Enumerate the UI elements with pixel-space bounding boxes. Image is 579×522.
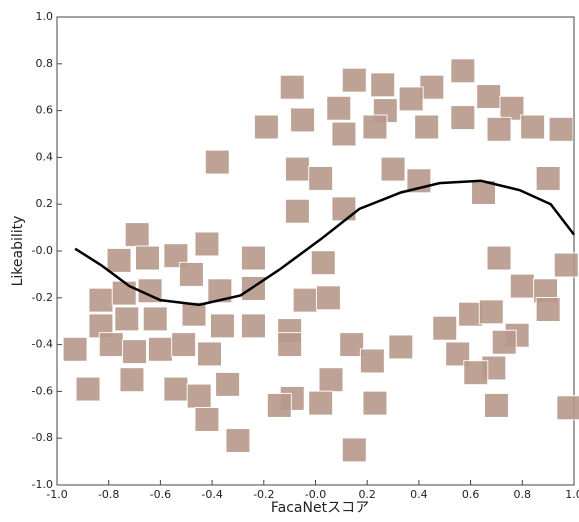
chart: FacaNetスコア Likeability 1.0 0.8 0.6 0.4 0.2 -0… <box>0 0 579 518</box>
x-tick-label: 0.2 <box>358 488 376 501</box>
face-marker <box>451 106 475 130</box>
face-marker <box>477 85 501 109</box>
face-marker <box>549 117 573 141</box>
face-marker <box>89 288 113 312</box>
y-tick-label: -0.2 <box>32 291 53 304</box>
face-marker <box>278 333 302 357</box>
face-marker <box>332 197 356 221</box>
face-marker <box>112 281 136 305</box>
face-marker <box>309 391 333 415</box>
y-tick-label: 1.0 <box>36 10 54 23</box>
face-marker <box>123 340 147 364</box>
face-marker <box>554 253 578 277</box>
face-marker <box>195 232 219 256</box>
face-marker <box>311 251 335 275</box>
face-marker <box>164 377 188 401</box>
face-marker <box>293 288 317 312</box>
face-marker <box>172 333 196 357</box>
face-marker <box>342 68 366 92</box>
face-marker <box>363 115 387 139</box>
face-marker <box>63 337 87 361</box>
face-marker <box>120 368 144 392</box>
face-marker <box>363 391 387 415</box>
x-tick-label: -0.2 <box>253 488 274 501</box>
y-tick-label: -0.6 <box>32 384 53 397</box>
x-tick-label: -0.6 <box>150 488 171 501</box>
face-marker <box>205 150 229 174</box>
face-marker <box>241 314 265 338</box>
face-marker <box>399 87 423 111</box>
face-marker <box>536 166 560 190</box>
face-marker <box>510 274 534 298</box>
face-marker <box>487 117 511 141</box>
face-marker <box>280 75 304 99</box>
x-tick-label: 1.0 <box>565 488 579 501</box>
y-axis-label: Likeability <box>10 216 26 287</box>
face-marker <box>319 368 343 392</box>
face-marker <box>187 384 211 408</box>
face-marker <box>332 122 356 146</box>
face-marker <box>327 96 351 120</box>
x-tick-label: -0.0 <box>305 488 326 501</box>
y-tick-label: 0.2 <box>36 197 54 210</box>
face-marker <box>143 307 167 331</box>
face-marker <box>226 429 250 453</box>
face-marker <box>216 372 240 396</box>
face-marker <box>285 199 309 223</box>
face-marker <box>76 377 100 401</box>
face-marker <box>285 157 309 181</box>
face-marker <box>267 393 291 417</box>
face-marker <box>309 166 333 190</box>
face-marker <box>360 349 384 373</box>
x-tick-label: 0.8 <box>514 488 532 501</box>
face-marker <box>107 248 131 272</box>
face-marker <box>254 115 278 139</box>
face-marker <box>451 59 475 83</box>
face-marker <box>179 262 203 286</box>
x-axis-label: FacaNetスコア <box>271 500 369 516</box>
face-marker <box>381 157 405 181</box>
face-marker <box>464 361 488 385</box>
face-marker <box>125 223 149 247</box>
face-marker <box>316 286 340 310</box>
face-marker <box>521 115 545 139</box>
face-marker <box>484 393 508 417</box>
face-marker <box>148 337 172 361</box>
face-marker <box>198 342 222 366</box>
y-tick-label: -0.0 <box>32 244 53 257</box>
y-tick-label: 0.4 <box>36 150 54 163</box>
x-tick-label: -1.0 <box>46 488 67 501</box>
face-marker <box>557 396 579 420</box>
face-marker <box>195 407 219 431</box>
y-tick-label: 0.8 <box>36 57 54 70</box>
face-marker <box>389 335 413 359</box>
face-marker <box>135 246 159 270</box>
face-marker <box>241 246 265 270</box>
face-marker <box>487 246 511 270</box>
x-tick-label: -0.4 <box>201 488 222 501</box>
y-tick-label: -0.8 <box>32 431 53 444</box>
x-tick-label: 0.6 <box>462 488 480 501</box>
x-tick-label: 0.4 <box>410 488 428 501</box>
face-marker <box>536 298 560 322</box>
face-marker <box>371 73 395 97</box>
face-marker <box>492 330 516 354</box>
x-tick-label: -0.8 <box>98 488 119 501</box>
face-marker <box>342 438 366 462</box>
y-tick-label: 0.6 <box>36 104 54 117</box>
face-marker <box>291 108 315 132</box>
face-marker <box>415 115 439 139</box>
face-marker <box>433 316 457 340</box>
face-marker <box>115 307 139 331</box>
face-marker <box>479 300 503 324</box>
face-marker <box>182 302 206 326</box>
face-marker <box>99 333 123 357</box>
y-tick-label: -0.4 <box>32 338 53 351</box>
face-marker <box>210 314 234 338</box>
